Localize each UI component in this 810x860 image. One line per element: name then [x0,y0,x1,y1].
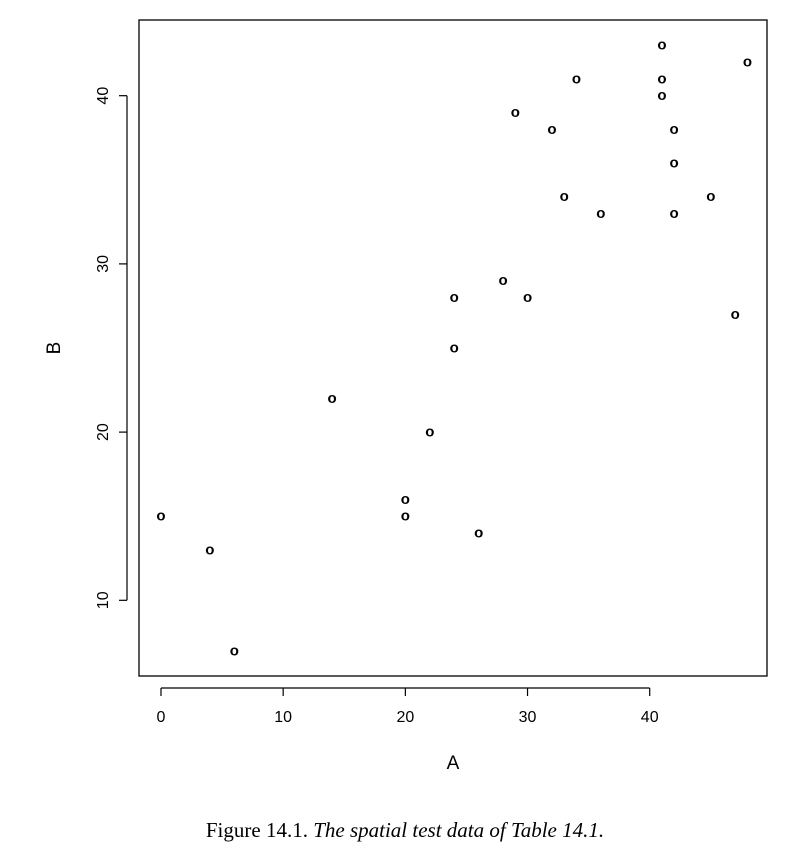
caption-prefix: Figure 14.1. [205,818,308,842]
y-axis: 10 20 30 40 [95,87,128,609]
x-tick-label: 40 [641,709,659,726]
x-axis-label: A [447,753,460,774]
y-axis-label: B [44,342,65,355]
data-point: o [572,70,581,87]
data-point: o [474,525,483,542]
data-point: o [670,154,679,171]
figure-caption: Figure 14.1. The spatial test data of Ta… [0,818,810,843]
x-tick-label: 30 [519,709,537,726]
plot-frame [138,19,768,677]
data-point: o [657,70,666,87]
y-tick-label: 30 [95,255,112,273]
data-point: o [499,272,508,289]
data-point: o [657,37,666,54]
data-point: o [425,424,434,441]
data-point: o [450,340,459,357]
data-point: o [511,104,520,121]
data-point: o [596,205,605,222]
x-axis: 0 10 20 30 40 [157,687,659,726]
data-point: o [670,205,679,222]
data-point: o [401,508,410,525]
data-point: o [706,188,715,205]
y-tick-label: 10 [95,591,112,609]
y-tick-label: 20 [95,423,112,441]
data-point: o [450,289,459,306]
data-point: o [731,306,740,323]
caption-text: The spatial test data of Table 14.1. [313,818,605,842]
data-point: o [523,289,532,306]
x-tick-label: 20 [396,709,414,726]
data-point: o [670,121,679,138]
data-point: o [401,491,410,508]
data-point: o [657,87,666,104]
data-point: o [547,121,556,138]
data-point: o [560,188,569,205]
data-point: o [743,54,752,71]
y-tick-label: 40 [95,87,112,105]
x-tick-label: 10 [274,709,292,726]
data-point: o [230,642,239,659]
data-point: o [205,541,214,558]
data-point: o [327,390,336,407]
data-point: o [156,508,165,525]
x-tick-label: 0 [157,709,166,726]
